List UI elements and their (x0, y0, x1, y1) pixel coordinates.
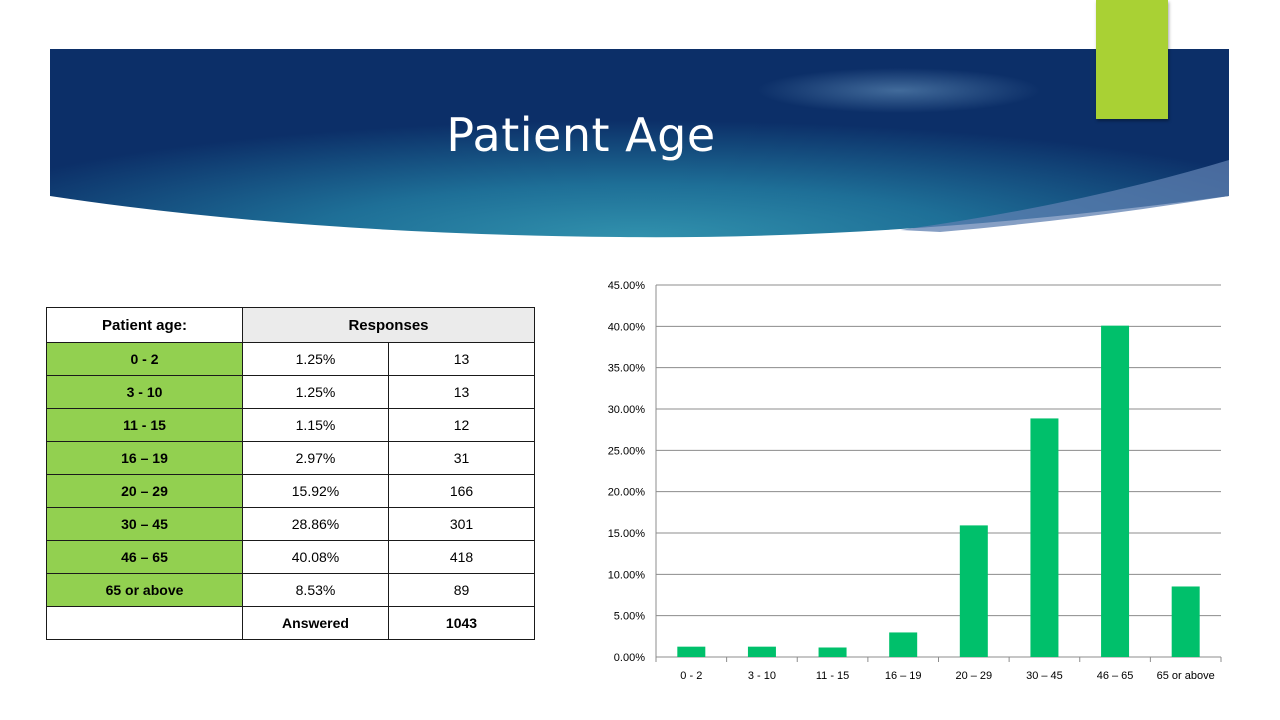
age-range-label: 16 – 19 (46, 441, 243, 475)
table-row: 46 – 65 40.08% 418 (46, 540, 535, 574)
y-tick-label: 40.00% (608, 321, 646, 333)
count-cell: 13 (388, 375, 535, 409)
percent-cell: 40.08% (242, 540, 389, 574)
age-range-label: 11 - 15 (46, 408, 243, 442)
age-range-label: 3 - 10 (46, 375, 243, 409)
answered-total: 1043 (388, 606, 535, 640)
answered-label: Answered (242, 606, 389, 640)
x-tick-label: 65 or above (1157, 670, 1215, 682)
table-row: 30 – 45 28.86% 301 (46, 507, 535, 541)
x-tick-label: 16 – 19 (885, 670, 922, 682)
table-row: 3 - 10 1.25% 13 (46, 375, 535, 409)
age-bar-chart: 0.00% 5.00% 10.00% 15.00% 20.00% 25.00% 30.00%… (608, 280, 1222, 682)
percent-cell: 28.86% (242, 507, 389, 541)
footer-empty-cell (46, 606, 243, 640)
bar (747, 646, 776, 657)
age-range-label: 30 – 45 (46, 507, 243, 541)
count-cell: 89 (388, 573, 535, 607)
percent-cell: 1.25% (242, 375, 389, 409)
table-row: 11 - 15 1.15% 12 (46, 408, 535, 442)
bar (818, 647, 847, 657)
age-range-label: 65 or above (46, 573, 243, 607)
count-cell: 301 (388, 507, 535, 541)
count-cell: 166 (388, 474, 535, 508)
count-cell: 12 (388, 408, 535, 442)
percent-cell: 1.15% (242, 408, 389, 442)
table-row: 16 – 19 2.97% 31 (46, 441, 535, 475)
age-range-label: 20 – 29 (46, 474, 243, 508)
x-tick-label: 11 - 15 (816, 670, 849, 682)
header-responses: Responses (242, 307, 535, 343)
x-tick-label: 0 - 2 (680, 670, 702, 682)
y-tick-label: 20.00% (608, 487, 646, 499)
accent-bar (1096, 0, 1168, 119)
percent-cell: 15.92% (242, 474, 389, 508)
x-tick-label: 30 – 45 (1026, 670, 1063, 682)
bar (959, 525, 988, 657)
count-cell: 418 (388, 540, 535, 574)
title-banner (50, 49, 1229, 238)
x-tick-label: 20 – 29 (955, 670, 992, 682)
percent-cell: 2.97% (242, 441, 389, 475)
x-tick-label: 46 – 65 (1097, 670, 1134, 682)
table-row: 65 or above 8.53% 89 (46, 573, 535, 607)
y-tick-label: 25.00% (608, 445, 646, 457)
slide-title: Patient Age (446, 108, 716, 162)
table-row: 0 - 2 1.25% 13 (46, 342, 535, 376)
y-tick-label: 35.00% (608, 363, 646, 375)
y-tick-label: 15.00% (608, 528, 646, 540)
y-tick-label: 5.00% (614, 611, 645, 623)
bar (1101, 325, 1130, 657)
percent-cell: 8.53% (242, 573, 389, 607)
y-tick-label: 30.00% (608, 404, 646, 416)
bar (889, 632, 918, 657)
age-table: Patient age: Responses 0 - 2 1.25% 13 3 - 1… (46, 307, 535, 640)
table-footer-row: Answered 1043 (46, 606, 535, 640)
x-tick-label: 3 - 10 (748, 670, 776, 682)
y-tick-label: 10.00% (608, 569, 646, 581)
percent-cell: 1.25% (242, 342, 389, 376)
count-cell: 13 (388, 342, 535, 376)
count-cell: 31 (388, 441, 535, 475)
y-tick-label: 0.00% (614, 652, 645, 664)
bar (677, 646, 706, 657)
age-range-label: 46 – 65 (46, 540, 243, 574)
table-header-row: Patient age: Responses (46, 307, 535, 343)
age-range-label: 0 - 2 (46, 342, 243, 376)
bar (1171, 586, 1200, 657)
bar (1030, 418, 1059, 657)
header-age-label: Patient age: (46, 307, 243, 343)
y-tick-label: 45.00% (608, 280, 646, 292)
table-row: 20 – 29 15.92% 166 (46, 474, 535, 508)
